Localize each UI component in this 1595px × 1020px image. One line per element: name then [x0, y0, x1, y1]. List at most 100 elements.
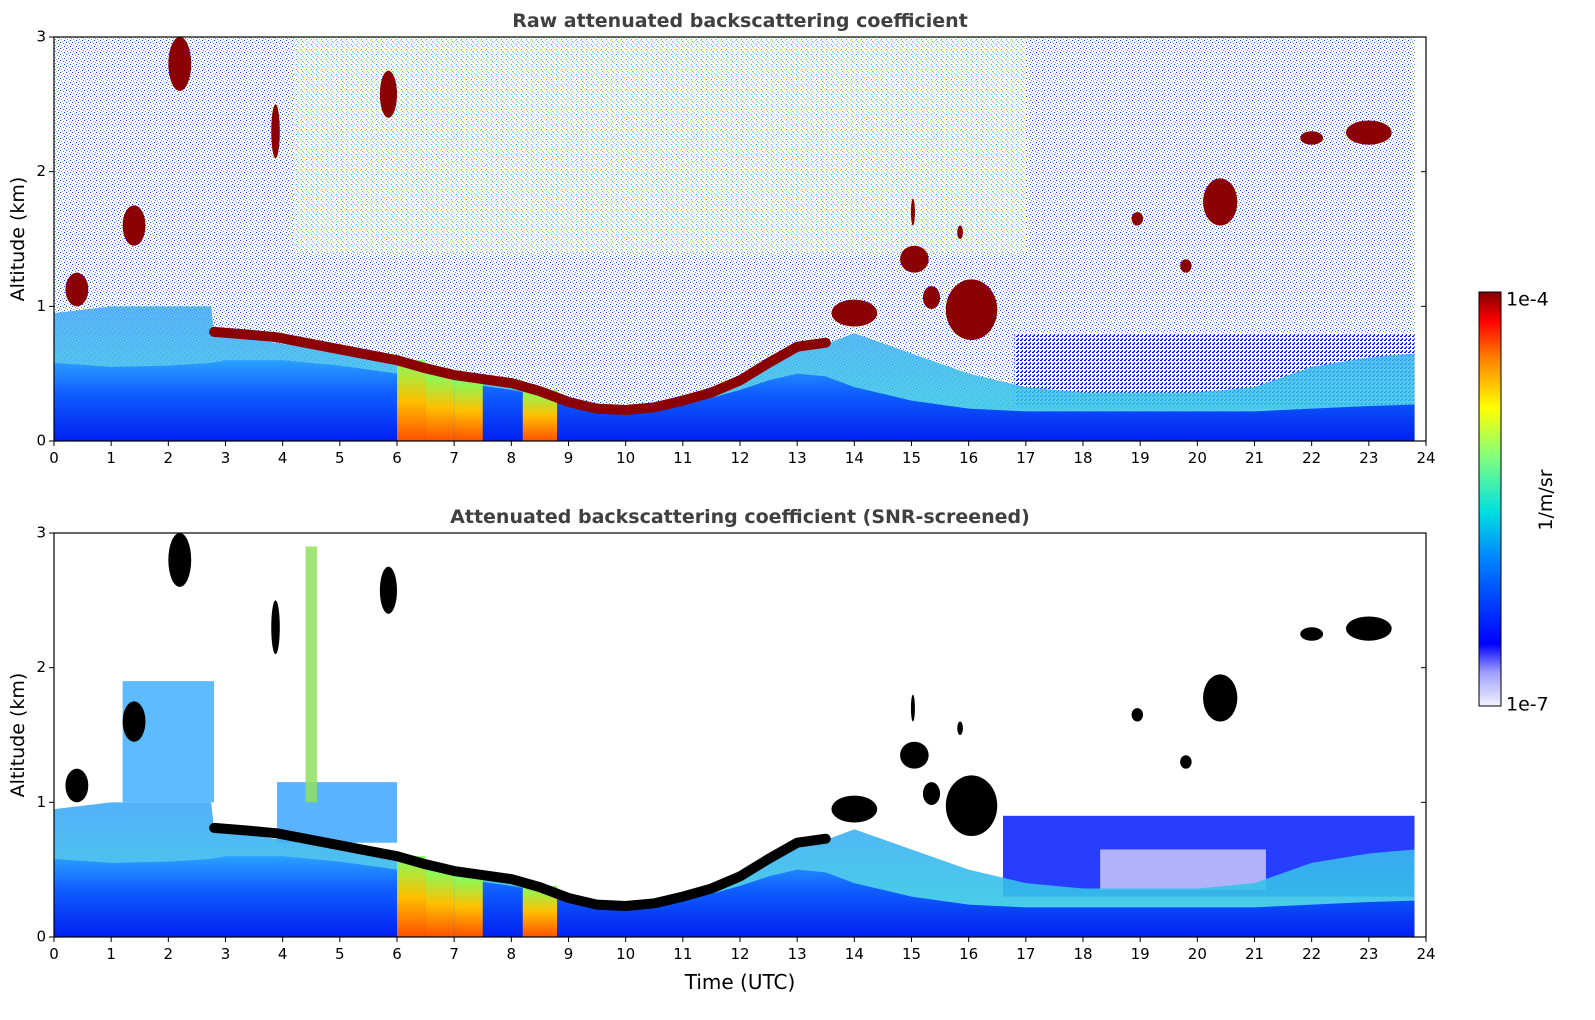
cloud-patch	[168, 37, 192, 91]
cloud-patch	[271, 104, 280, 159]
x-tick-label: 4	[278, 945, 288, 963]
screened-backscatter-panel: 0 1 2 3 4 5 6 7 8 9 10 11 12 13 14 15 16 17 18 19 20 21 22 23 24…	[7, 506, 1436, 994]
cloud-patch	[900, 245, 929, 273]
cloud-patch	[910, 198, 915, 226]
y-tick-label: 1	[36, 297, 46, 315]
aerosol-plume	[454, 380, 483, 441]
x-tick-label: 18	[1073, 449, 1092, 467]
x-tick-label: 15	[902, 449, 921, 467]
aerosol-plume	[397, 360, 426, 441]
x-tick-label: 13	[788, 945, 807, 963]
x-tick-label: 10	[616, 449, 635, 467]
x-tick-label: 6	[392, 449, 402, 467]
x-tick-label: 7	[449, 945, 459, 963]
cloud-patch	[945, 279, 998, 341]
cloud-patch	[168, 533, 192, 587]
x-tick-label: 6	[392, 945, 402, 963]
aerosol-residual-layer	[122, 681, 215, 803]
x-tick-label: 7	[449, 449, 459, 467]
y-tick-label: 3	[36, 524, 46, 542]
x-tick-label: 22	[1302, 449, 1321, 467]
x-tick-label: 5	[335, 449, 345, 467]
backscatter-field	[54, 533, 1426, 937]
x-tick-label: 12	[730, 449, 749, 467]
aerosol-plume	[425, 869, 455, 937]
cloud-patch	[271, 600, 280, 655]
x-tick-label: 24	[1416, 449, 1435, 467]
x-tick-label: 23	[1359, 449, 1378, 467]
weak-signal-region	[1100, 849, 1266, 890]
cloud-patch	[1180, 755, 1192, 769]
x-tick-label: 17	[1016, 945, 1035, 963]
boundary-layer	[54, 856, 1415, 937]
x-tick-label: 21	[1245, 945, 1264, 963]
x-tick-label: 2	[164, 945, 174, 963]
x-tick-label: 17	[1016, 449, 1035, 467]
x-tick-label: 10	[616, 945, 635, 963]
daytime-noise	[294, 37, 1026, 253]
colorbar-min-label: 1e-7	[1506, 694, 1549, 716]
x-tick-label: 11	[673, 449, 692, 467]
chart-title: Attenuated backscattering coefficient (S…	[450, 506, 1030, 528]
cloud-patch	[1203, 674, 1238, 722]
y-axis-label: Altitude (km)	[7, 177, 29, 302]
cloud-patch	[922, 286, 941, 310]
cloud-patch	[1345, 616, 1392, 641]
x-tick-label: 14	[845, 449, 864, 467]
x-tick-label: 24	[1416, 945, 1435, 963]
x-tick-label: 13	[788, 449, 807, 467]
cloud-patch	[945, 775, 998, 836]
x-tick-label: 0	[49, 449, 59, 467]
cloud-patch	[957, 225, 963, 239]
x-tick-label: 19	[1131, 449, 1150, 467]
x-tick-label: 0	[49, 945, 59, 963]
x-tick-label: 1	[106, 945, 116, 963]
cloud-patch	[1180, 259, 1192, 273]
x-tick-label: 20	[1188, 449, 1207, 467]
x-tick-label: 16	[959, 449, 978, 467]
cloud-patch	[379, 70, 397, 118]
boundary-layer	[54, 360, 1415, 441]
x-tick-label: 5	[335, 945, 345, 963]
x-tick-label: 19	[1131, 945, 1150, 963]
aerosol-plume	[397, 856, 426, 937]
x-tick-label: 23	[1359, 945, 1378, 963]
colorbar-unit-label: 1/m/sr	[1535, 469, 1557, 530]
x-tick-label: 14	[845, 945, 864, 963]
x-tick-label: 15	[902, 945, 921, 963]
x-tick-label: 2	[164, 449, 174, 467]
x-tick-label: 9	[564, 945, 574, 963]
cloud-patch	[1300, 627, 1324, 641]
cloud-patch	[910, 694, 915, 722]
cloud-patch	[379, 566, 397, 614]
y-tick-label: 3	[36, 28, 46, 46]
backscatter-field	[54, 37, 1415, 441]
colorbar-max-label: 1e-4	[1506, 289, 1549, 311]
x-axis-label: Time (UTC)	[684, 970, 796, 994]
x-tick-label: 3	[221, 449, 231, 467]
aerosol-plume	[454, 876, 483, 937]
cloud-patch	[831, 299, 878, 327]
colorbar: 1e-4 1e-7 1/m/sr	[1478, 289, 1557, 716]
x-tick-label: 21	[1245, 449, 1264, 467]
y-axis-label: Altitude (km)	[7, 673, 29, 798]
cloud-patch	[122, 701, 146, 742]
cloud-patch	[122, 205, 146, 246]
cloud-patch	[1131, 212, 1144, 226]
y-tick-label: 0	[36, 432, 46, 450]
y-tick-label: 0	[36, 928, 46, 946]
x-tick-label: 11	[673, 945, 692, 963]
aerosol-column	[305, 546, 317, 803]
x-tick-label: 8	[507, 449, 517, 467]
y-tick-label: 2	[36, 162, 46, 180]
aerosol-plume	[425, 373, 455, 441]
cloud-patch	[900, 741, 929, 769]
cloud-layer	[209, 326, 831, 416]
x-tick-label: 18	[1073, 945, 1092, 963]
cloud-patch	[65, 768, 89, 803]
x-tick-label: 8	[507, 945, 517, 963]
x-tick-label: 4	[278, 449, 288, 467]
x-tick-label: 16	[959, 945, 978, 963]
cloud-patch	[65, 272, 89, 307]
